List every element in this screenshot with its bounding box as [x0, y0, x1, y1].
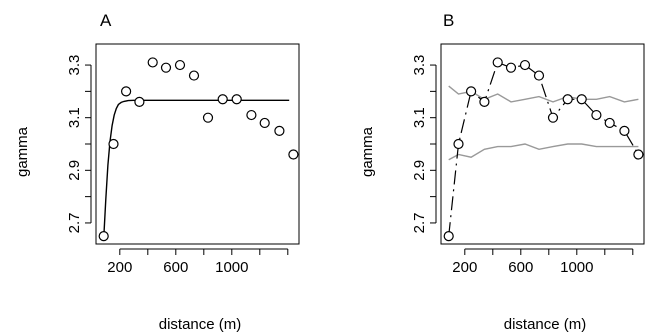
data-point: [147, 57, 158, 68]
panel-a-xlabel: distance (m): [159, 316, 242, 333]
data-point: [604, 117, 615, 129]
data-point: [288, 149, 299, 160]
panel-b-x-axis: 200 600 1000: [452, 248, 634, 276]
y-tick-label: 2.9: [66, 160, 83, 181]
data-point: [443, 231, 454, 242]
data-point: [466, 86, 477, 97]
data-point: [259, 117, 270, 129]
data-point: [120, 86, 132, 97]
x-tick-label: 600: [508, 259, 533, 276]
data-point: [619, 125, 630, 136]
envelope-lower-line: [448, 143, 639, 161]
panel-a-label: A: [100, 11, 112, 30]
envelope-upper-line: [448, 85, 639, 103]
data-point: [453, 138, 464, 150]
panel-b-xlabel: distance (m): [504, 316, 587, 333]
y-tick-label: 2.7: [411, 213, 428, 234]
panel-b-label: B: [443, 11, 454, 30]
x-tick-label: 1000: [215, 259, 248, 276]
panel-a-x-axis: 200 600 1000: [107, 248, 289, 276]
fitted-curve-line: [103, 99, 290, 239]
panel-b: B gamma distance (m) 200 600 1000 2.7 2.9 3.…: [359, 11, 645, 333]
data-point: [562, 94, 573, 105]
panel-a-ylabel: gamma: [14, 126, 31, 177]
data-point: [492, 57, 503, 68]
panel-b-dash-line: [448, 61, 639, 237]
data-point: [160, 62, 172, 73]
y-tick-label: 3.1: [411, 107, 428, 128]
data-point: [231, 94, 242, 105]
panel-b-plot-frame: [440, 43, 645, 245]
x-tick-label: 200: [107, 259, 132, 276]
data-point: [188, 70, 200, 81]
panel-a-fitted-curve: [103, 99, 290, 239]
y-tick-label: 2.9: [411, 160, 428, 181]
data-point: [547, 112, 559, 123]
data-point: [98, 231, 109, 242]
data-point: [505, 62, 517, 73]
data-point: [533, 70, 545, 81]
data-point: [217, 94, 228, 105]
y-tick-label: 2.7: [66, 213, 83, 234]
data-point: [174, 59, 186, 71]
data-point: [519, 59, 531, 71]
data-point: [246, 109, 257, 121]
panel-b-ylabel: gamma: [359, 126, 376, 177]
panel-b-envelope: [448, 85, 639, 161]
panel-a-plot-frame: [95, 43, 300, 245]
data-point: [479, 96, 490, 107]
data-point: [202, 112, 214, 123]
x-tick-label: 200: [452, 259, 477, 276]
x-tick-label: 600: [163, 259, 188, 276]
data-point: [274, 125, 285, 136]
y-tick-label: 3.3: [411, 55, 428, 76]
data-point: [591, 109, 602, 121]
data-point: [633, 149, 644, 160]
y-tick-label: 3.1: [66, 107, 83, 128]
data-point: [108, 138, 119, 150]
panel-b-y-axis: 2.7 2.9 3.1 3.3: [411, 55, 437, 234]
x-tick-label: 1000: [560, 259, 593, 276]
data-point: [576, 94, 587, 105]
data-point: [134, 96, 145, 107]
panel-a-points: [98, 57, 299, 242]
panel-a-y-axis: 2.7 2.9 3.1 3.3: [66, 55, 92, 234]
dash-dot-line: [448, 61, 639, 237]
panel-a: A gamma distance (m) 200 600 1000 2.7 2.9 3.…: [14, 11, 300, 333]
y-tick-label: 3.3: [66, 55, 83, 76]
panel-b-points: [443, 57, 644, 242]
